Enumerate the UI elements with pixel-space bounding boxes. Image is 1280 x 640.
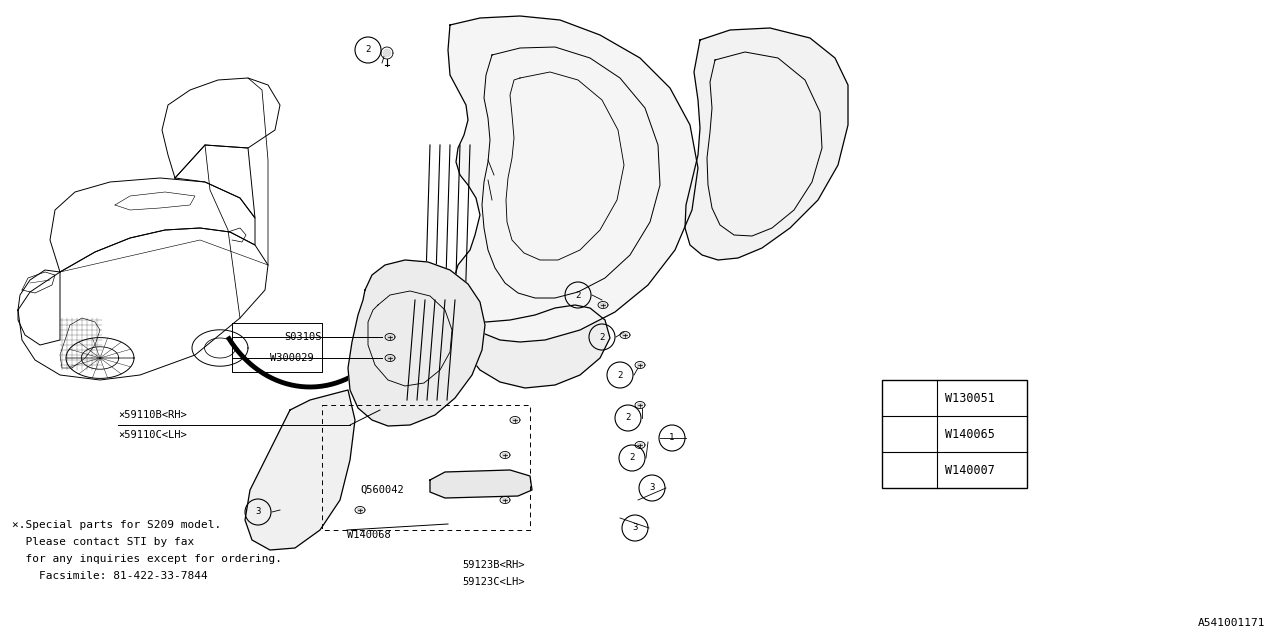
- Polygon shape: [622, 333, 627, 337]
- Polygon shape: [637, 444, 643, 447]
- Text: ×59110C<LH>: ×59110C<LH>: [118, 430, 187, 440]
- Polygon shape: [388, 335, 393, 339]
- Text: 1: 1: [906, 394, 913, 403]
- Text: 2: 2: [630, 454, 635, 463]
- Text: 3: 3: [632, 524, 637, 532]
- Text: W140007: W140007: [945, 463, 995, 477]
- Polygon shape: [460, 305, 611, 388]
- Polygon shape: [388, 356, 393, 360]
- Text: 1: 1: [669, 433, 675, 442]
- Polygon shape: [637, 364, 643, 367]
- Text: W130051: W130051: [945, 392, 995, 404]
- Polygon shape: [244, 390, 355, 550]
- Text: W140068: W140068: [347, 530, 390, 540]
- Text: 3: 3: [906, 465, 913, 474]
- Text: 3: 3: [255, 508, 261, 516]
- Polygon shape: [503, 499, 507, 502]
- Text: Q560042: Q560042: [360, 485, 403, 495]
- Text: 2: 2: [906, 429, 913, 438]
- Polygon shape: [600, 303, 605, 307]
- Polygon shape: [348, 260, 485, 426]
- Text: Facsimile: 81-422-33-7844: Facsimile: 81-422-33-7844: [12, 571, 207, 581]
- Text: 59123C<LH>: 59123C<LH>: [462, 577, 525, 587]
- Polygon shape: [685, 28, 849, 260]
- Text: 59123B<RH>: 59123B<RH>: [462, 560, 525, 570]
- Text: ×59110B<RH>: ×59110B<RH>: [118, 410, 187, 420]
- Text: for any inquiries except for ordering.: for any inquiries except for ordering.: [12, 554, 282, 564]
- Text: W300029: W300029: [270, 353, 314, 363]
- Text: 2: 2: [365, 45, 371, 54]
- Polygon shape: [512, 419, 517, 422]
- Text: 3: 3: [649, 483, 654, 493]
- Polygon shape: [384, 49, 390, 56]
- Text: 2: 2: [599, 333, 604, 342]
- Polygon shape: [448, 16, 698, 342]
- Text: 2: 2: [617, 371, 622, 380]
- Text: A541001171: A541001171: [1198, 618, 1265, 628]
- Bar: [882, 380, 1027, 488]
- Text: ×.Special parts for S209 model.: ×.Special parts for S209 model.: [12, 520, 221, 530]
- Polygon shape: [357, 508, 362, 512]
- Text: S0310S: S0310S: [284, 332, 323, 342]
- Text: 2: 2: [626, 413, 631, 422]
- Text: Please contact STI by fax: Please contact STI by fax: [12, 537, 195, 547]
- Text: W140065: W140065: [945, 428, 995, 440]
- Polygon shape: [637, 403, 643, 407]
- Text: 2: 2: [575, 291, 581, 300]
- Polygon shape: [503, 453, 507, 457]
- Polygon shape: [430, 470, 532, 498]
